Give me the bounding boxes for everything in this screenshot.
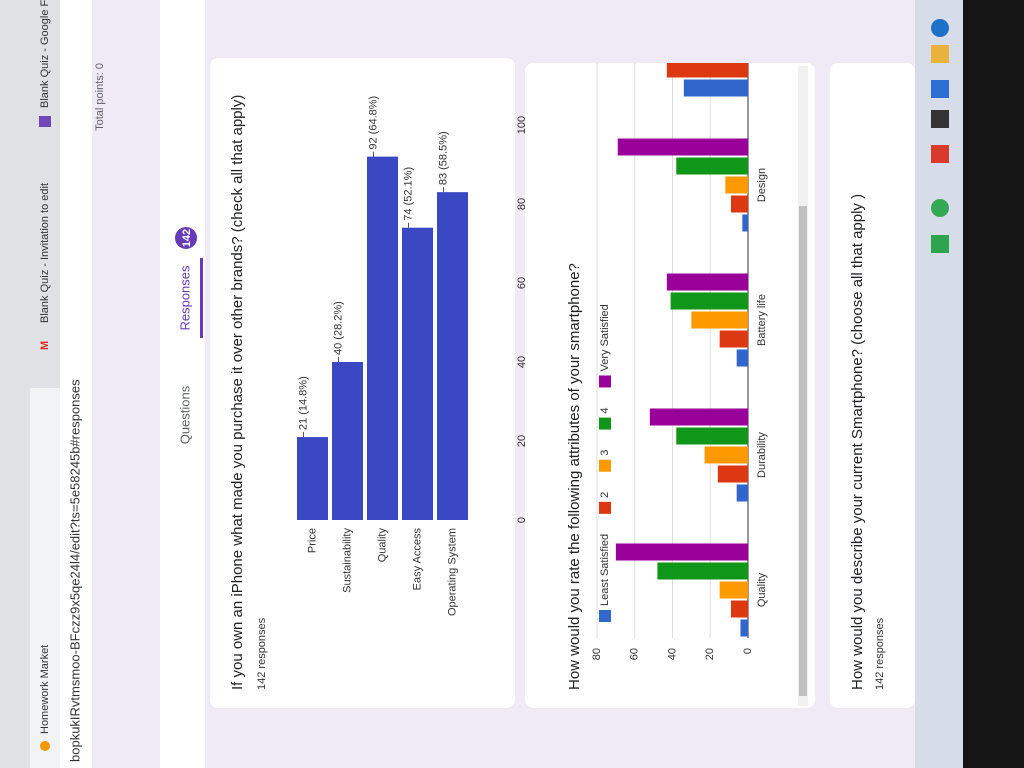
url[interactable]: bopkukIRvtmsmoo-BFczz9x5qe24l4/edit?ts=5… (67, 379, 82, 762)
y-tick-label: Easy Access (411, 528, 423, 591)
x-tick-label: 100 (516, 116, 528, 134)
x-tick-label: 60 (516, 277, 528, 289)
bar (731, 195, 749, 213)
y-tick-label: Sustainability (341, 528, 353, 593)
legend-label: Very Satisfied (599, 304, 611, 371)
card (830, 63, 915, 708)
bar (657, 562, 749, 580)
bar (617, 138, 749, 156)
legend-swatch (599, 375, 611, 388)
y-tick-label: Quality (376, 528, 388, 563)
y-tick-label: 20 (704, 648, 716, 660)
legend-swatch (599, 610, 611, 622)
legend-swatch (599, 459, 611, 472)
legend-swatch (599, 501, 611, 514)
question-title: How would you describe your current Smar… (849, 194, 866, 690)
x-tick-label: 40 (516, 356, 528, 368)
total-points: Total points: 0 (94, 63, 106, 131)
bar (676, 157, 749, 175)
x-tick-label: 20 (516, 435, 528, 447)
y-tick-label: Operating System (446, 528, 458, 616)
bar (736, 349, 748, 367)
legend-swatch (599, 417, 611, 430)
bar (719, 581, 748, 599)
bar (649, 408, 748, 426)
question-subtitle: 142 responses (874, 617, 886, 690)
bar (719, 330, 748, 348)
x-tick-label: Design (756, 168, 768, 202)
tab-title[interactable]: Blank Quiz - Invitation to edit (39, 183, 51, 323)
tab-title[interactable]: Blank Quiz - Google Forms (39, 0, 51, 108)
bar (615, 543, 748, 561)
bar (704, 446, 749, 464)
x-tick-label: Battery life (756, 294, 768, 346)
x-tick-label: Durability (756, 432, 768, 478)
x-tick-label: Quality (756, 572, 768, 607)
tab-icon (40, 741, 50, 751)
scroll-thumb[interactable] (799, 206, 807, 696)
count-badge (175, 227, 197, 249)
bar (666, 63, 749, 78)
forms-icon (39, 116, 51, 127)
bar (297, 437, 328, 520)
legend-label: Least Satisfied (599, 534, 611, 606)
y-tick-label: Price (306, 528, 318, 553)
bar (402, 227, 433, 520)
address-bar[interactable] (60, 0, 92, 768)
legend-label: 3 (599, 450, 611, 456)
app-icon[interactable] (931, 145, 949, 163)
app-icon[interactable] (931, 235, 949, 253)
data-label: 74 (52.1%) (402, 167, 414, 221)
tab-title[interactable]: Homework Market (39, 645, 51, 734)
chart-subtitle: 142 responses (256, 617, 268, 690)
y-tick-label: 80 (591, 648, 603, 660)
questions-tab[interactable]: Questions (177, 385, 192, 444)
bar (666, 273, 749, 291)
form-header (160, 0, 205, 768)
bar (437, 192, 468, 520)
bar (717, 465, 748, 483)
app-icon[interactable] (931, 199, 949, 217)
bar (691, 311, 748, 329)
bar (736, 484, 748, 502)
y-tick-label: 0 (742, 648, 754, 654)
x-tick-label: 80 (516, 198, 528, 210)
responses-tab[interactable]: Responses (177, 265, 192, 331)
bar (367, 156, 398, 520)
bar (740, 619, 749, 637)
gmail-icon: M (39, 341, 51, 350)
data-label: 83 (58.5%) (437, 131, 449, 185)
bar (670, 292, 748, 310)
legend-label: 2 (599, 492, 611, 498)
bar (731, 600, 749, 618)
active-tab[interactable] (30, 388, 60, 768)
bezel (963, 0, 1024, 768)
bar (683, 79, 749, 97)
taskbar (915, 0, 963, 768)
chart-title: How would you rate the following attribu… (566, 263, 583, 690)
x-tick-label: 0 (516, 517, 528, 523)
bar (676, 427, 749, 445)
chart-title: If you own an iPhone what made you purch… (229, 95, 246, 690)
response-count: 142 (181, 229, 193, 247)
tab-underline (200, 258, 203, 338)
app-icon[interactable] (931, 80, 949, 98)
app-icon[interactable] (931, 110, 949, 128)
legend-label: 4 (599, 407, 611, 413)
app-icon[interactable] (931, 45, 949, 63)
y-tick-label: 40 (666, 648, 678, 660)
data-label: 40 (28.2%) (332, 301, 344, 355)
bar (742, 214, 749, 232)
bar (332, 362, 363, 520)
y-tick-label: 60 (629, 648, 641, 660)
data-label: 21 (14.8%) (297, 376, 309, 430)
app-icon[interactable] (931, 19, 949, 37)
bar (725, 176, 748, 194)
data-label: 92 (64.8%) (367, 96, 379, 150)
